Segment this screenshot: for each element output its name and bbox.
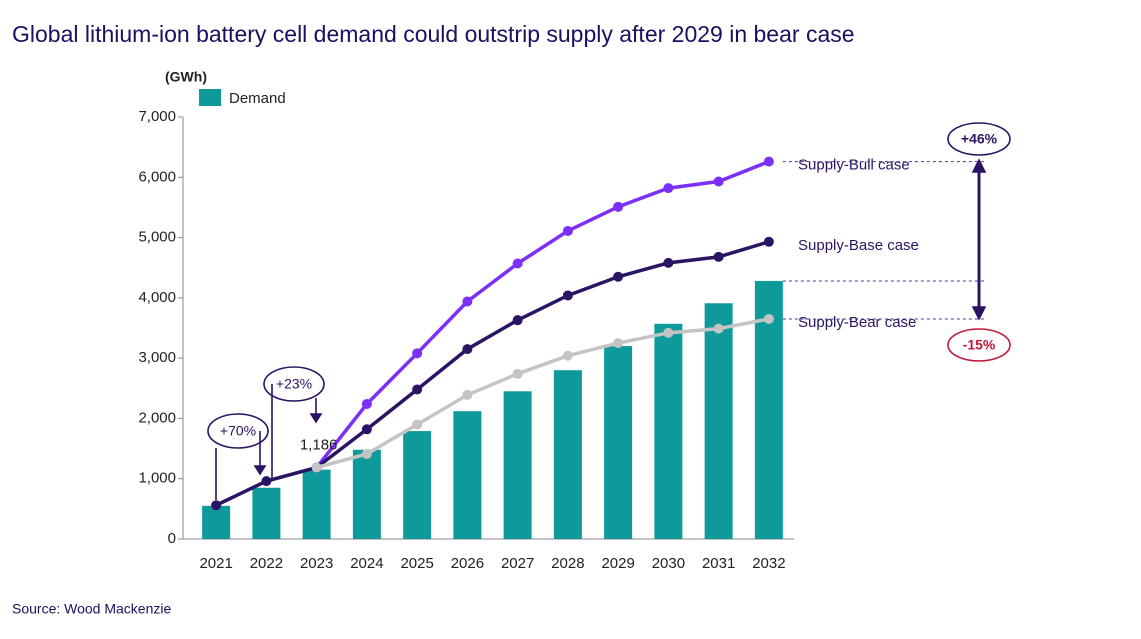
series-label: Supply-Base case	[798, 237, 919, 254]
marker	[412, 384, 423, 395]
marker	[462, 296, 473, 307]
marker	[663, 327, 674, 338]
bar	[654, 323, 683, 539]
marker	[512, 315, 523, 326]
bar	[754, 280, 783, 539]
bar	[403, 431, 432, 539]
annotations	[207, 122, 1011, 500]
series-label: Supply-Bear case	[798, 314, 916, 331]
bar	[604, 346, 633, 539]
y-tick-label: 3,000	[138, 349, 176, 366]
bar	[453, 411, 482, 539]
marker	[311, 462, 322, 473]
bar	[352, 449, 381, 539]
y-tick-label: 6,000	[138, 168, 176, 185]
annotation: +46%	[961, 131, 998, 147]
bar	[503, 391, 532, 539]
arrow-head	[971, 306, 987, 321]
bar	[302, 469, 331, 539]
line	[215, 240, 770, 507]
marker	[763, 313, 774, 324]
arrow-head	[253, 465, 267, 476]
marker	[462, 344, 473, 355]
arrow-head	[309, 413, 323, 424]
arrow-head	[971, 158, 987, 173]
marker	[663, 183, 674, 194]
annotation: +70%	[220, 423, 256, 439]
x-tick-label: 2022	[250, 555, 283, 572]
marker	[713, 323, 724, 334]
y-tick-label: 2,000	[138, 409, 176, 426]
x-tick-label: 2032	[752, 555, 785, 572]
chart-title: Global lithium-ion battery cell demand c…	[12, 21, 855, 47]
annotation: +23%	[276, 376, 312, 392]
ellipse	[947, 122, 1011, 156]
bar	[553, 370, 582, 539]
ellipse	[207, 413, 269, 449]
bar	[202, 505, 231, 539]
marker	[462, 389, 473, 400]
marker	[512, 258, 523, 269]
x-tick-label: 2024	[350, 555, 383, 572]
annotation: -15%	[963, 337, 996, 353]
x-tick-label: 2028	[551, 555, 584, 572]
marker	[763, 236, 774, 247]
y-tick-label: 0	[168, 530, 176, 547]
x-tick-label: 2027	[501, 555, 534, 572]
y-tick-label: 1,000	[138, 470, 176, 487]
ellipse	[263, 366, 325, 402]
x-tick-label: 2025	[400, 555, 433, 572]
line	[315, 159, 770, 469]
bar	[252, 487, 281, 539]
source: Source: Wood Mackenzie	[12, 601, 171, 617]
series-label: Supply-Bull case	[798, 157, 910, 174]
y-tick-label: 4,000	[138, 289, 176, 306]
y-tick-label: 5,000	[138, 229, 176, 246]
y-tick-label: 7,000	[138, 108, 176, 125]
data-label: 1,186	[300, 436, 338, 453]
marker	[613, 271, 624, 282]
marker	[763, 156, 774, 167]
marker	[562, 290, 573, 301]
unit-label: (GWh)	[165, 69, 207, 85]
marker	[361, 448, 372, 459]
x-tick-label: 2023	[300, 555, 333, 572]
x-tick-label: 2021	[199, 555, 232, 572]
marker	[261, 476, 272, 487]
x-tick-label: 2030	[652, 555, 685, 572]
marker	[412, 348, 423, 359]
marker	[412, 419, 423, 430]
bar	[704, 303, 733, 539]
marker	[361, 424, 372, 435]
x-tick-label: 2029	[601, 555, 634, 572]
marker	[562, 225, 573, 236]
line	[316, 317, 770, 470]
marker	[361, 398, 372, 409]
legend-label: Demand	[229, 90, 286, 107]
marker	[713, 176, 724, 187]
marker	[713, 251, 724, 262]
legend-swatch	[199, 89, 221, 106]
marker	[613, 201, 624, 212]
ellipse	[947, 328, 1011, 362]
marker	[613, 338, 624, 349]
marker	[211, 500, 222, 511]
marker	[562, 350, 573, 361]
marker	[663, 257, 674, 268]
x-tick-label: 2026	[451, 555, 484, 572]
x-tick-label: 2031	[702, 555, 735, 572]
marker	[512, 368, 523, 379]
